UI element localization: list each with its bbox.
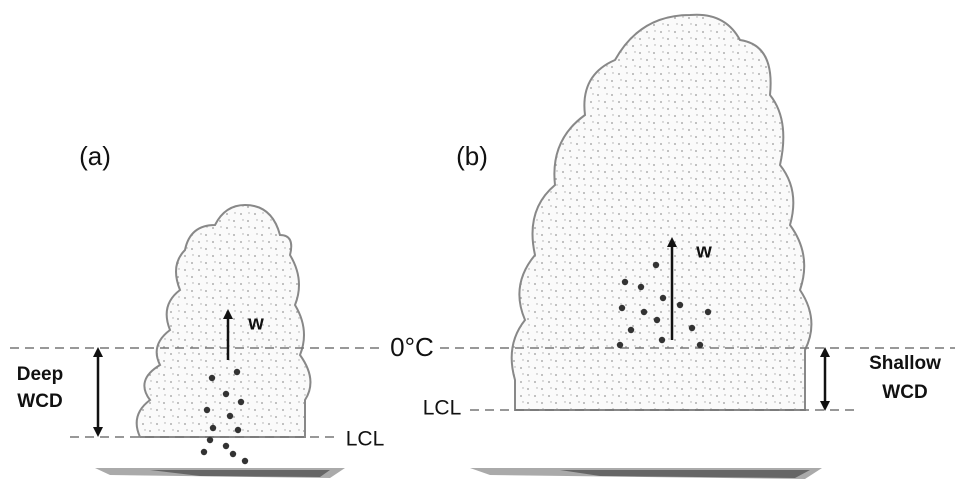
updraft-label: w [695, 240, 712, 262]
depth-label: Shallow [869, 353, 941, 374]
diagram: (a) (b) w w 0°C Deep WCD Shallow WCD LCL… [0, 0, 956, 483]
depth-label: Deep [17, 364, 63, 385]
cloud [512, 15, 812, 410]
lcl-label: LCL [346, 428, 385, 451]
ground [560, 470, 810, 478]
depth-label: WCD [17, 391, 62, 412]
lcl-label: LCL [423, 397, 462, 420]
panel-label: (a) [79, 141, 111, 171]
freezing-label: 0°C [390, 332, 434, 362]
updraft-label: w [247, 312, 264, 334]
panel-label: (b) [456, 141, 488, 171]
depth-label: WCD [882, 382, 927, 403]
cloud [137, 205, 311, 437]
